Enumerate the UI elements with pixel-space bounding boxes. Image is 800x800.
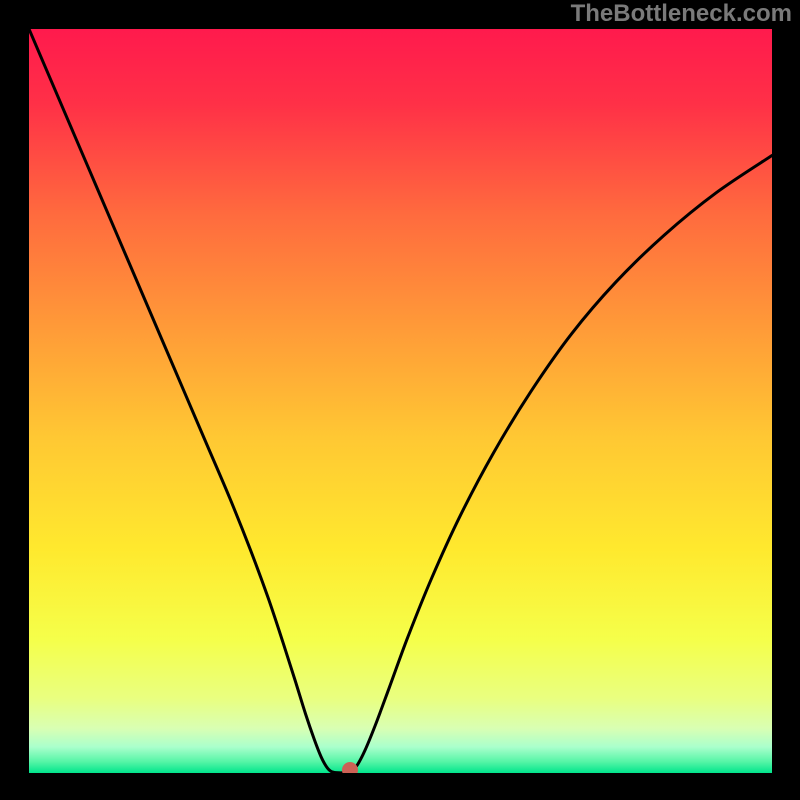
plot-frame	[29, 29, 772, 773]
watermark-text: TheBottleneck.com	[571, 0, 792, 28]
bottleneck-chart-svg	[29, 29, 772, 773]
gradient-background	[29, 29, 772, 773]
chart-container: TheBottleneck.com	[0, 0, 800, 800]
